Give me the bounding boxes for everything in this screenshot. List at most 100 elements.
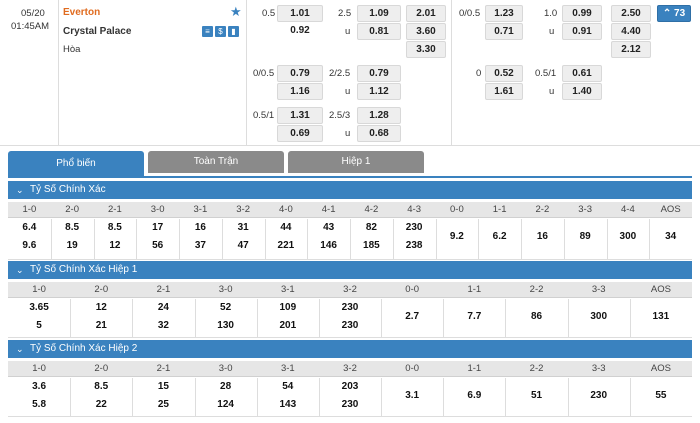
ft-ou-over-odds-1[interactable]: 1.09	[357, 5, 401, 22]
home-team[interactable]: Everton	[63, 7, 101, 18]
score-odds-bottom[interactable]: 230	[341, 320, 359, 331]
score-odds-top[interactable]: 109	[279, 302, 297, 313]
tab-first-half[interactable]: Hiệp 1	[288, 151, 424, 173]
h1-ah-home-odds-2[interactable]: 0.52	[485, 65, 523, 82]
score-odds-bottom[interactable]: 201	[279, 320, 297, 331]
score-odds-top[interactable]: 230	[405, 222, 423, 233]
score-odds-top[interactable]: 3.65	[29, 302, 49, 313]
score-odds-top[interactable]: 17	[152, 222, 164, 233]
ft-ou-over-odds-3[interactable]: 1.28	[357, 107, 401, 124]
score-odds-bottom[interactable]: 9.6	[22, 240, 37, 251]
score-odds-single[interactable]: 300	[619, 231, 637, 242]
section-header-3[interactable]: ⌄ Tỷ Số Chính Xác Hiệp 2	[8, 340, 692, 358]
score-odds-top[interactable]: 15	[157, 381, 169, 392]
score-odds-top[interactable]: 8.5	[107, 222, 122, 233]
score-odds-bottom[interactable]: 221	[277, 240, 295, 251]
h1-1x2-away-odds[interactable]: 4.40	[611, 23, 651, 40]
score-odds-bottom[interactable]: 143	[279, 399, 297, 410]
h1-ou-over-odds-1[interactable]: 0.99	[562, 5, 602, 22]
h1-ah-home-odds-1[interactable]: 1.23	[485, 5, 523, 22]
h1-ou-over-odds-2[interactable]: 0.61	[562, 65, 602, 82]
score-odds-single[interactable]: 86	[530, 311, 543, 322]
score-odds-bottom[interactable]: 124	[217, 399, 234, 410]
score-odds-top[interactable]: 230	[341, 302, 359, 313]
ft-ah-home-odds-1[interactable]: 1.01	[277, 5, 323, 22]
ft-ou-under-odds-3[interactable]: 0.68	[357, 125, 401, 142]
score-odds-single[interactable]: 131	[652, 311, 670, 322]
score-odds-bottom[interactable]: 12	[109, 240, 121, 251]
score-odds-single[interactable]: 16	[536, 231, 548, 242]
ft-ah-away-odds-1[interactable]: 0.92	[290, 25, 310, 36]
tab-full-match[interactable]: Toàn Trận	[148, 151, 284, 173]
ft-ou-over-odds-2[interactable]: 0.79	[357, 65, 401, 82]
score-odds-top[interactable]: 3.6	[32, 381, 47, 392]
favorite-star-icon[interactable]: ★	[230, 4, 242, 19]
chart-icon[interactable]: ▮	[228, 26, 239, 37]
ft-1x2-away-odds[interactable]: 3.60	[406, 23, 446, 40]
h1-1x2-draw-odds[interactable]: 2.12	[611, 41, 651, 58]
score-odds-single[interactable]: 9.2	[449, 231, 464, 242]
score-odds-single[interactable]: 34	[665, 231, 677, 242]
score-odds-top[interactable]: 8.5	[65, 222, 80, 233]
score-odds-bottom[interactable]: 5	[36, 320, 42, 331]
score-odds-bottom[interactable]: 19	[66, 240, 78, 251]
score-odds-bottom[interactable]: 22	[95, 399, 107, 410]
ft-1x2-home-odds[interactable]: 2.01	[406, 5, 446, 22]
score-odds-top[interactable]: 8.5	[94, 381, 109, 392]
score-odds-single[interactable]: 3.1	[405, 390, 420, 401]
score-odds-top[interactable]: 43	[323, 222, 335, 233]
score-odds-single[interactable]: 55	[655, 390, 667, 401]
score-odds-top[interactable]: 44	[280, 222, 292, 233]
ft-ah-home-odds-3[interactable]: 1.31	[277, 107, 323, 124]
document-icon[interactable]: ≡	[202, 26, 213, 37]
score-odds-bottom[interactable]: 37	[194, 240, 206, 251]
more-markets-button[interactable]: ⌃ 73	[657, 5, 691, 22]
score-odds-bottom[interactable]: 32	[157, 320, 169, 331]
h1-ou-under-odds-1[interactable]: 0.91	[562, 23, 602, 40]
dollar-icon[interactable]: $	[215, 26, 226, 37]
h1-ah-away-odds-1[interactable]: 0.71	[485, 23, 523, 40]
score-odds-bottom[interactable]: 47	[237, 240, 249, 251]
score-odds-single[interactable]: 7.7	[467, 311, 482, 322]
tab-popular[interactable]: Phổ biến	[8, 151, 144, 176]
ft-ou-under-odds-1[interactable]: 0.81	[357, 23, 401, 40]
away-team[interactable]: Crystal Palace	[63, 26, 132, 37]
h1-ah-away-odds-2[interactable]: 1.61	[485, 83, 523, 100]
score-odds-top[interactable]: 203	[341, 381, 359, 392]
score-odds-top[interactable]: 16	[194, 222, 206, 233]
score-odds-bottom[interactable]: 56	[152, 240, 164, 251]
score-odds-single[interactable]: 2.7	[405, 311, 420, 322]
score-odds-top[interactable]: 82	[365, 222, 377, 233]
ft-ah-away-odds-2[interactable]: 1.16	[277, 83, 323, 100]
score-odds-single[interactable]: 230	[590, 390, 608, 401]
h1-ou-under-odds-2[interactable]: 1.40	[562, 83, 602, 100]
score-odds-top[interactable]: 24	[157, 302, 169, 313]
score-odds-top[interactable]: 31	[237, 222, 249, 233]
score-odds-top[interactable]: 28	[220, 381, 232, 392]
score-odds-top[interactable]: 52	[220, 302, 232, 313]
stats-icons[interactable]: ≡ $ ▮	[202, 26, 239, 37]
ft-ah-away-odds-3[interactable]: 0.69	[277, 125, 323, 142]
score-odds-bottom[interactable]: 146	[320, 240, 337, 251]
score-odds-single[interactable]: 51	[530, 390, 543, 401]
section-header-1[interactable]: ⌄ Tỷ Số Chính Xác	[8, 181, 692, 199]
score-odds-single[interactable]: 300	[590, 311, 608, 322]
score-odds-bottom[interactable]: 25	[157, 399, 169, 410]
score-odds-single[interactable]: 89	[579, 231, 591, 242]
section-header-2[interactable]: ⌄ Tỷ Số Chính Xác Hiệp 1	[8, 261, 692, 279]
h1-1x2-home-odds[interactable]: 2.50	[611, 5, 651, 22]
score-odds-single[interactable]: 6.2	[492, 231, 507, 242]
score-odds-bottom[interactable]: 130	[217, 320, 234, 331]
score-odds-bottom[interactable]: 21	[95, 320, 107, 331]
ft-ah-home-odds-2[interactable]: 0.79	[277, 65, 323, 82]
score-odds-top[interactable]: 12	[95, 302, 107, 313]
score-odds-bottom[interactable]: 5.8	[32, 399, 47, 410]
score-odds-bottom[interactable]: 238	[405, 240, 423, 251]
score-odds-single[interactable]: 6.9	[467, 390, 482, 401]
ft-ou-under-odds-2[interactable]: 1.12	[357, 83, 401, 100]
score-odds-top[interactable]: 6.4	[22, 222, 37, 233]
ft-1x2-draw-odds[interactable]: 3.30	[406, 41, 446, 58]
score-odds-bottom[interactable]: 185	[363, 240, 380, 251]
score-odds-bottom[interactable]: 230	[341, 399, 359, 410]
score-odds-top[interactable]: 54	[282, 381, 294, 392]
